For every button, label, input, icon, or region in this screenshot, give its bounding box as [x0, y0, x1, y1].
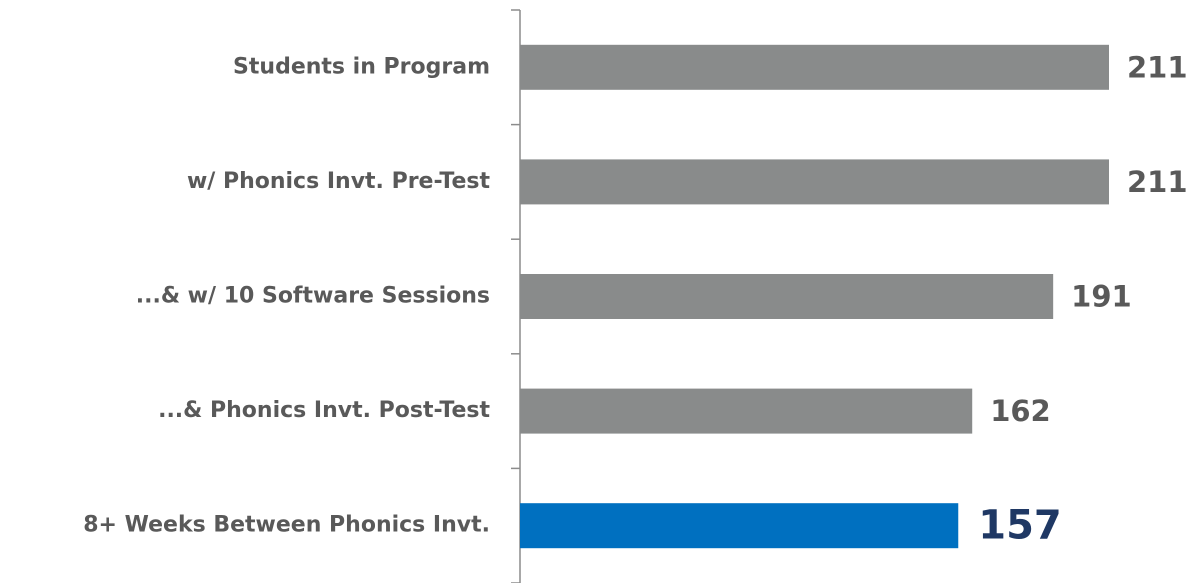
bar [520, 274, 1054, 319]
y-tick-label: Students in Program [233, 54, 490, 79]
value-label: 211 [1127, 165, 1188, 199]
value-label: 162 [990, 394, 1051, 428]
y-tick-label: w/ Phonics Invt. Pre-Test [187, 169, 491, 194]
value-label: 191 [1071, 280, 1132, 314]
bar [520, 503, 959, 549]
y-tick-label: 8+ Weeks Between Phonics Invt. [83, 513, 490, 538]
value-label: 211 [1127, 50, 1188, 84]
value-label: 157 [978, 503, 1062, 549]
y-tick-label: ...& Phonics Invt. Post-Test [158, 398, 490, 423]
bar [520, 159, 1109, 205]
y-tick-label: ...& w/ 10 Software Sessions [136, 284, 490, 309]
bar [520, 388, 973, 434]
bar [520, 44, 1109, 90]
